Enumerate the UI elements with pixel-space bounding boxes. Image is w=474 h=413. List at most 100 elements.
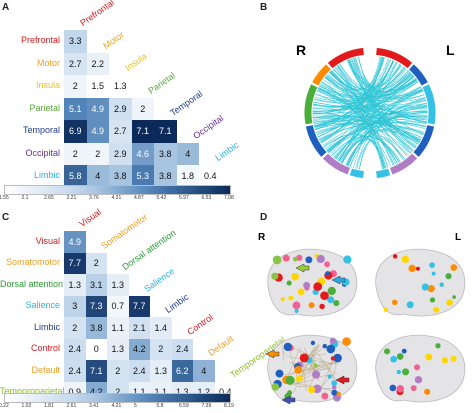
brain-arrow-marker (281, 395, 296, 405)
brain-node (291, 272, 300, 281)
brain-node (384, 348, 391, 355)
brain-connection (321, 357, 335, 389)
heatmap-cell: 2 (150, 338, 172, 360)
brain-node (294, 365, 303, 374)
chord-link (321, 81, 383, 170)
brain-node (308, 302, 315, 309)
colorbar-tick-label: 6.53 (201, 195, 212, 201)
row-label-limbic: Limbic (33, 321, 60, 332)
brain-node (391, 299, 398, 306)
brain-node (324, 261, 330, 268)
brain-node (396, 353, 404, 360)
chord-link (336, 65, 411, 92)
column-label-insula: Insula (123, 51, 149, 73)
brain-connection (302, 365, 307, 391)
heatmap-cell: 4.9 (86, 120, 109, 143)
brain-node (415, 266, 420, 271)
heatmap-cell: 4.9 (64, 231, 86, 253)
heatmap-cell: 3.3 (64, 30, 87, 53)
colorbar-tick-label: 4.31 (111, 195, 122, 201)
row-label-occipital: Occipital (25, 147, 60, 158)
heatmap-cell: 0 (85, 338, 107, 360)
brain-node (331, 380, 338, 387)
chord-link (325, 75, 421, 142)
colorbar-tick-label: 7.08 (224, 195, 234, 201)
brain-node (441, 357, 449, 364)
brain-node (312, 370, 321, 379)
colorbar-tick-label: 2.1 (21, 195, 29, 201)
heatmap-cell: 3.8 (85, 317, 107, 339)
panel-letter-d: D (260, 212, 268, 223)
row-label-motor: Motor (36, 57, 60, 68)
heatmap-cell: 2.7 (109, 120, 132, 143)
brain-node (425, 353, 433, 361)
colorbar-tick-label: 1.81 (44, 403, 54, 409)
heatmap-cell: 3 (64, 295, 86, 317)
heatmap-cell: 7.1 (154, 120, 177, 143)
row-label-control: Control (30, 343, 60, 354)
row-label-visual: Visual (35, 235, 60, 246)
heatmap-cell: 6.9 (64, 120, 87, 143)
brain-node (286, 280, 292, 286)
chord-link (339, 135, 409, 163)
heatmap-cell: 2 (64, 142, 87, 165)
heatmap-cell: 3.8 (109, 165, 132, 188)
chord-ring-segment (376, 168, 391, 179)
row-label-salience: Salience (25, 300, 60, 311)
brain-node (450, 264, 458, 271)
brain-node (445, 273, 452, 280)
brain-node (322, 343, 327, 349)
panel-letter-b: B (260, 2, 268, 13)
chord-link (338, 137, 401, 162)
row-label-parietal: Parietal (29, 102, 60, 113)
heatmap-cell: 1.3 (107, 338, 129, 360)
colorbar-tick-label: 2.65 (44, 195, 54, 201)
brain-connection (287, 347, 301, 377)
brain-node (295, 375, 303, 383)
chord-link (321, 81, 419, 98)
column-label-somatomotor: Somatomotor (99, 211, 150, 251)
brain-node (401, 348, 407, 354)
heatmap-cell: 1.1 (107, 317, 129, 339)
heatmap-cell: 7.7 (128, 295, 150, 317)
heatmap-cell: 0.7 (107, 295, 129, 317)
chord-link (319, 67, 406, 97)
column-label-temporal: Temporal (168, 88, 205, 118)
heatmap-cell: 3.1 (85, 274, 107, 296)
brain-node (389, 384, 397, 392)
chord-link (332, 135, 400, 163)
chord-link (317, 88, 395, 166)
brain-left-hemisphere-label: R (258, 232, 266, 243)
chord-link (325, 125, 425, 151)
chord-link (330, 71, 420, 143)
column-label-visual: Visual (77, 206, 104, 229)
row-label-temporoparietal: Temporoparietal (0, 386, 65, 397)
chord-link (313, 120, 424, 136)
brain-node (413, 364, 421, 371)
brain-connection (293, 360, 316, 387)
chord-link (349, 59, 416, 149)
colorbar-tick-label: 3.76 (89, 195, 99, 201)
brain-node (296, 254, 303, 261)
brain-arrow-marker (335, 375, 350, 385)
brain-node (390, 355, 398, 363)
brain-node (297, 288, 305, 296)
brain-arrow-marker (265, 349, 280, 359)
brain-node (424, 388, 431, 395)
chord-link (331, 69, 408, 157)
brain-node (326, 344, 336, 354)
brain-node (406, 301, 414, 309)
brain-node (342, 337, 351, 346)
heatmap-cell: 2 (86, 142, 109, 165)
chord-link (345, 130, 421, 166)
heatmap-cell: 2.7 (64, 52, 87, 75)
brain-node (435, 343, 441, 349)
brain-node (292, 256, 298, 262)
chord-link (316, 107, 428, 136)
heatmap-cell: 2 (85, 252, 107, 274)
chord-link (334, 103, 427, 159)
column-label-limbic: Limbic (163, 291, 191, 315)
chord-ring-segment (409, 64, 428, 86)
chord-link (319, 85, 423, 101)
brain-node (321, 392, 329, 400)
